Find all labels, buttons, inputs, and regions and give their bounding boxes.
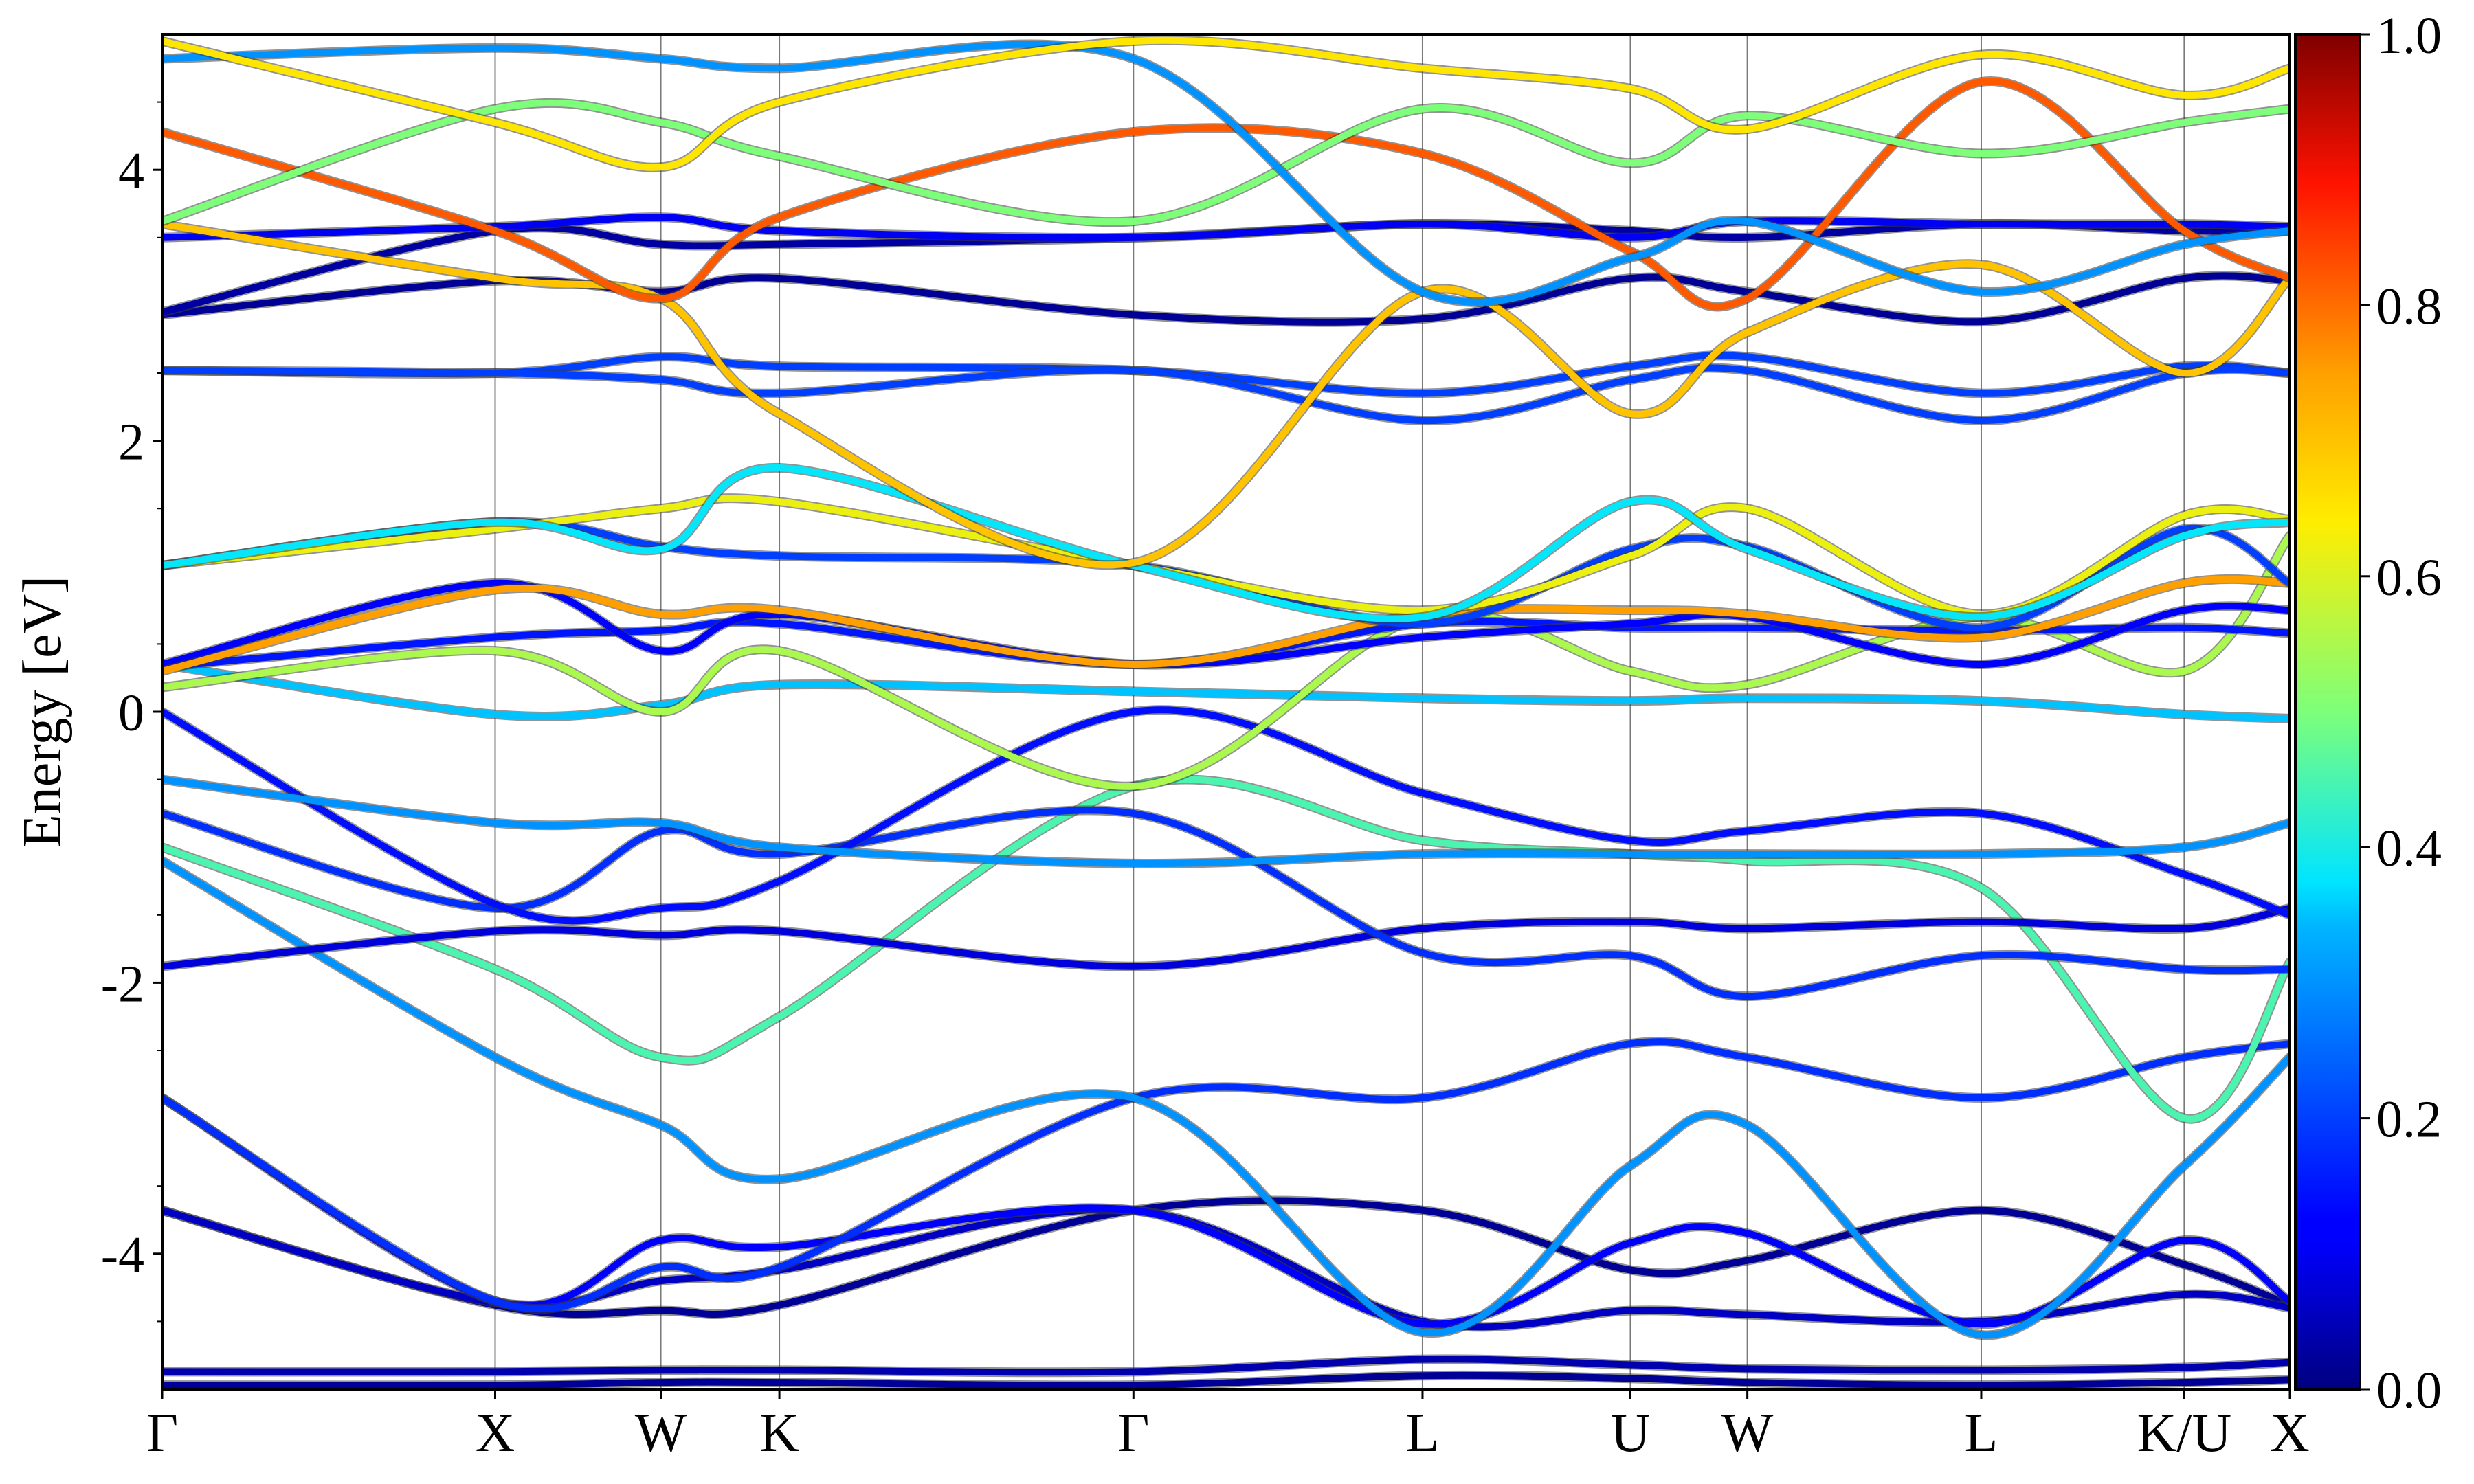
- y-tick-label: 2: [118, 414, 144, 471]
- colorbar-tick-label: 1.0: [2376, 7, 2442, 65]
- colorbar: [2294, 33, 2361, 1391]
- x-tick-label: K: [759, 1403, 799, 1463]
- band-line: [162, 41, 2290, 306]
- high-symmetry-lines: [494, 34, 2185, 1389]
- y-tick-label: -4: [101, 1226, 144, 1284]
- y-tick-label: 0: [118, 684, 144, 742]
- band-line: [162, 352, 2290, 397]
- band-line: [162, 904, 2290, 970]
- y-axis-ticks: 4 2 0 -2 -4: [101, 101, 162, 1323]
- x-tick-label: X: [476, 1403, 515, 1463]
- x-tick-label: X: [2270, 1403, 2310, 1463]
- band-line: [162, 776, 2290, 868]
- colorbar-tick-label: 0.6: [2376, 549, 2442, 607]
- band-line: [162, 99, 2290, 226]
- colorbar-tick-label: 0.4: [2376, 820, 2442, 877]
- x-axis-ticks: Γ X W K Γ L U W L K/U X: [146, 1389, 2310, 1463]
- y-axis-label: Energy [eV]: [12, 576, 73, 848]
- band-line: [162, 1206, 2290, 1331]
- x-tick-label: W: [1721, 1403, 1774, 1463]
- band-lines: [162, 35, 2290, 1389]
- colorbar-ticks: 0.0 0.2 0.4 0.6 0.8 1.0: [2360, 7, 2442, 1419]
- x-tick-label: W: [635, 1403, 687, 1463]
- band-line: [162, 1197, 2290, 1318]
- x-tick-label: U: [1611, 1403, 1651, 1463]
- band-line: [162, 78, 2290, 311]
- band-line: [162, 706, 2290, 925]
- band-line: [162, 661, 2290, 722]
- x-tick-label: L: [1406, 1403, 1440, 1463]
- y-tick-label: -2: [101, 955, 144, 1013]
- colorbar-tick-label: 0.2: [2376, 1091, 2442, 1149]
- band-line: [162, 857, 2290, 1339]
- band-outline: [162, 774, 2290, 1124]
- band-line: [162, 776, 2290, 1123]
- band-outline: [162, 1204, 2290, 1332]
- band-line: [162, 1038, 2290, 1313]
- y-tick-label: 4: [118, 142, 144, 200]
- band-line: [162, 1371, 2290, 1389]
- band-line: [162, 575, 2290, 675]
- colorbar-tick-label: 0.8: [2376, 278, 2442, 335]
- colorbar-tick-label: 0.0: [2376, 1362, 2442, 1419]
- x-tick-label: K/U: [2137, 1403, 2231, 1463]
- band-line: [162, 1094, 2290, 1328]
- band-line: [162, 807, 2290, 1000]
- x-tick-label: Γ: [1117, 1403, 1149, 1463]
- x-tick-label: Γ: [146, 1403, 178, 1463]
- band-line: [162, 579, 2290, 668]
- band-outline: [162, 493, 2290, 620]
- band-outline: [162, 1037, 2290, 1314]
- band-line: [162, 495, 2290, 618]
- band-line: [162, 1356, 2290, 1376]
- x-tick-label: L: [1965, 1403, 1998, 1463]
- band-line: [162, 364, 2290, 425]
- band-line: [162, 464, 2290, 622]
- band-line: [162, 36, 2290, 171]
